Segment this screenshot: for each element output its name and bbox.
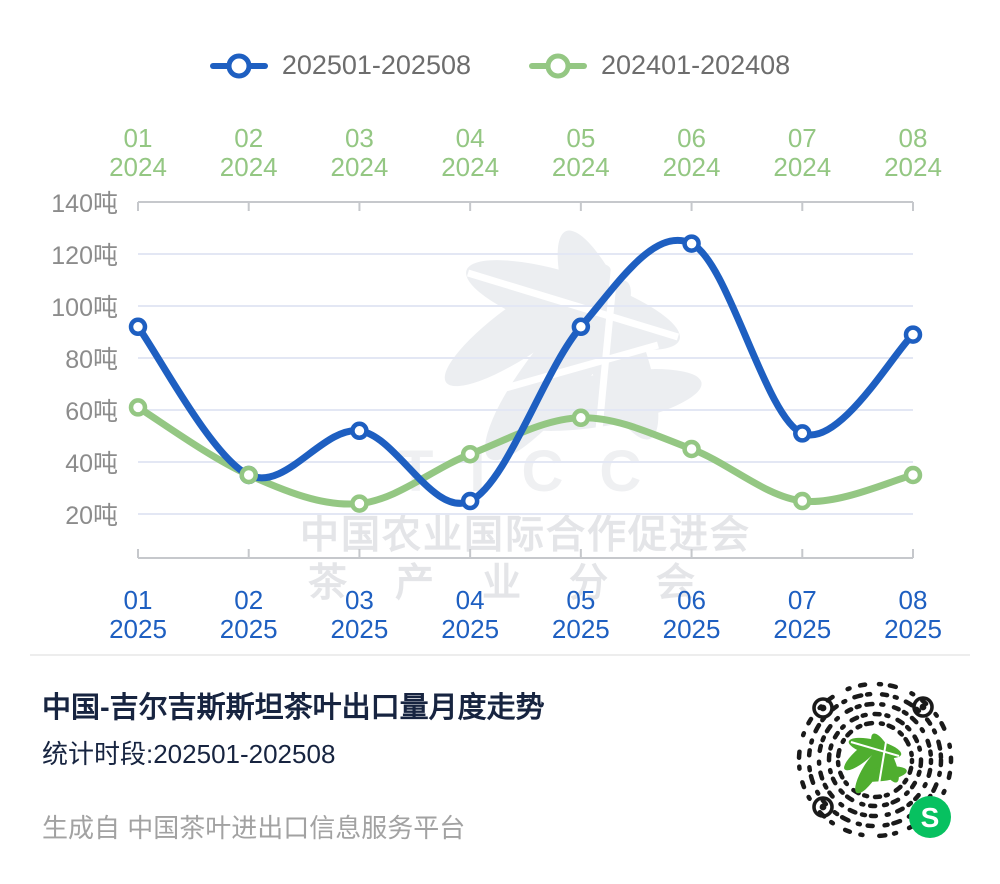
divider-line: [30, 654, 970, 656]
data-point-2024[interactable]: [350, 494, 369, 513]
bottom-axis-label: 08 2025: [884, 585, 942, 644]
data-point-2025[interactable]: [128, 317, 148, 337]
bottom-axis-label: 03 2025: [330, 585, 389, 644]
y-axis-label: 20吨: [65, 502, 118, 530]
source-attribution: 生成自 中国茶叶进出口信息服务平台: [42, 813, 466, 843]
y-axis-label: 140吨: [51, 190, 118, 218]
legend-swatch-2025-ring: [226, 53, 252, 78]
qr-finder-patterns: [812, 696, 934, 818]
data-point-2025[interactable]: [460, 491, 480, 511]
data-point-2024[interactable]: [128, 398, 148, 417]
y-axis-label: 40吨: [65, 450, 118, 478]
top-axis-label: 03 2024: [330, 123, 389, 182]
top-axis-label: 06 2024: [662, 123, 721, 182]
qr-miniprogram-badge: S: [909, 796, 951, 838]
bottom-axis-label: 01 2025: [109, 585, 167, 644]
bottom-axis-label: 06 2025: [662, 585, 721, 644]
y-axis-label: 120吨: [51, 242, 118, 270]
top-axis-label: 05 2024: [551, 123, 610, 182]
data-point-2025[interactable]: [571, 317, 591, 337]
legend-swatch-2025-line: [209, 53, 268, 78]
stat-period-subtitle: 统计时段:202501-202508: [42, 739, 336, 769]
legend-label-2024: 202401-202408: [601, 50, 791, 80]
top-axis-label: 04 2024: [441, 123, 500, 182]
series-line-2025: [134, 236, 917, 507]
top-axis-label: 02 2024: [219, 123, 278, 182]
data-point-2025[interactable]: [903, 325, 923, 344]
data-point-2024[interactable]: [571, 408, 591, 428]
data-point-2025[interactable]: [350, 421, 369, 441]
legend-label-2025: 202501-202508: [281, 50, 471, 80]
chart-legend: 202501-202508 202401-202408: [0, 50, 1000, 81]
svg-text:S: S: [921, 802, 940, 833]
legend-item-2024[interactable]: 202401-202408: [529, 50, 790, 81]
legend-swatch-2024-ring: [545, 53, 571, 78]
data-point-2024[interactable]: [239, 465, 258, 485]
data-point-2025[interactable]: [793, 424, 812, 443]
top-axis-label: 01 2024: [109, 123, 167, 182]
bottom-x-axis: [137, 549, 914, 559]
page-title: 中国-吉尔吉斯斯坦茶叶出口量月度走势: [42, 692, 545, 724]
legend-item-2025[interactable]: 202501-202508: [209, 50, 471, 81]
y-axis-label: 100吨: [51, 294, 118, 322]
top-axis-label: 07 2024: [773, 123, 832, 182]
top-x-axis: [137, 201, 914, 211]
bottom-axis-label: 02 2025: [219, 585, 278, 644]
data-point-2024[interactable]: [460, 444, 480, 464]
bottom-axis-label: 05 2025: [551, 585, 610, 644]
data-point-2024[interactable]: [682, 439, 701, 459]
qr-leaf-logo: [844, 730, 907, 794]
legend-swatch-2024-line: [529, 53, 587, 78]
y-axis-label: 80吨: [65, 346, 118, 374]
data-point-2024[interactable]: [793, 491, 812, 511]
top-axis-label: 08 2024: [884, 123, 942, 182]
y-axis-label: 60吨: [65, 398, 118, 426]
chart-plot: [128, 201, 923, 559]
bottom-axis-label: 07 2025: [773, 585, 832, 644]
data-point-2025[interactable]: [682, 234, 701, 253]
bottom-axis-label: 04 2025: [441, 585, 500, 644]
data-point-2024[interactable]: [903, 465, 923, 485]
qr-code: S: [795, 678, 965, 853]
